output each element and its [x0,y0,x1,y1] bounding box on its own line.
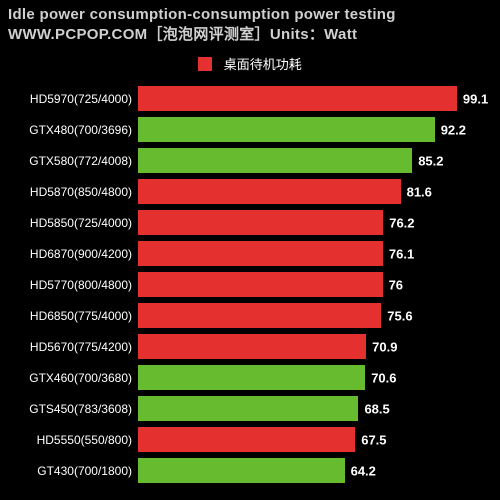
bar-area: 75.6 [138,300,492,331]
bar-area: 76.1 [138,238,492,269]
bar-label: HD5770(800/4800) [8,278,138,292]
bar-label: HD5550(550/800) [8,433,138,447]
bar-area: 68.5 [138,393,492,424]
bar-row: HD5970(725/4000)99.1 [8,83,492,114]
bar-value: 67.5 [355,432,386,447]
bar-area: 76.2 [138,207,492,238]
chart-header: Idle power consumption-consumption power… [0,0,500,46]
bar-row: HD5670(775/4200)70.9 [8,331,492,362]
bar-value: 92.2 [435,122,466,137]
bar-row: GTX580(772/4008)85.2 [8,145,492,176]
bar-label: HD5970(725/4000) [8,92,138,106]
bar-label: GTX580(772/4008) [8,154,138,168]
bar-row: HD6870(900/4200)76.1 [8,238,492,269]
bar-value: 70.9 [366,339,397,354]
bar-area: 76 [138,269,492,300]
bar: 76.1 [138,241,383,266]
bar-area: 67.5 [138,424,492,455]
bar-chart: HD5970(725/4000)99.1GTX480(700/3696)92.2… [0,83,500,486]
bar: 76 [138,272,383,297]
chart-title: Idle power consumption-consumption power… [8,6,492,23]
chart-legend: 桌面待机功耗 [0,54,500,73]
bar-value: 76 [383,277,403,292]
bar-label: HD6850(775/4000) [8,309,138,323]
bar-label: HD5870(850/4800) [8,185,138,199]
legend-label: 桌面待机功耗 [224,57,302,72]
bar-label: HD6870(900/4200) [8,247,138,261]
bar-value: 64.2 [345,463,376,478]
bar-value: 70.6 [365,370,396,385]
bar-label: HD5850(725/4000) [8,216,138,230]
bar: 64.2 [138,458,345,483]
bar: 70.9 [138,334,366,359]
bar: 70.6 [138,365,365,390]
bar-area: 92.2 [138,114,492,145]
chart-subtitle: WWW.PCPOP.COM［泡泡网评测室］Units：Watt [8,23,492,44]
bar-value: 85.2 [412,153,443,168]
bar-row: HD5850(725/4000)76.2 [8,207,492,238]
bar-value: 75.6 [381,308,412,323]
bar-area: 99.1 [138,83,492,114]
bar: 75.6 [138,303,381,328]
bar-area: 64.2 [138,455,492,486]
bar-row: GTX480(700/3696)92.2 [8,114,492,145]
bar-area: 70.6 [138,362,492,393]
bar-label: GTX480(700/3696) [8,123,138,137]
bar-value: 68.5 [358,401,389,416]
bar-row: HD5550(550/800)67.5 [8,424,492,455]
bar: 85.2 [138,148,412,173]
bar-row: GTX460(700/3680)70.6 [8,362,492,393]
bar-value: 76.1 [383,246,414,261]
bar: 92.2 [138,117,435,142]
bar-label: HD5670(775/4200) [8,340,138,354]
bar: 76.2 [138,210,383,235]
bar: 67.5 [138,427,355,452]
bar-row: GTS450(783/3608)68.5 [8,393,492,424]
bar-row: HD5870(850/4800)81.6 [8,176,492,207]
bar-label: GTS450(783/3608) [8,402,138,416]
bar: 68.5 [138,396,358,421]
bar-area: 85.2 [138,145,492,176]
bar-row: HD6850(775/4000)75.6 [8,300,492,331]
bar-value: 76.2 [383,215,414,230]
bar-area: 70.9 [138,331,492,362]
bar: 81.6 [138,179,401,204]
bar-label: GTX460(700/3680) [8,371,138,385]
bar-row: HD5770(800/4800)76 [8,269,492,300]
bar-value: 81.6 [401,184,432,199]
bar-label: GT430(700/1800) [8,464,138,478]
bar-row: GT430(700/1800)64.2 [8,455,492,486]
bar-value: 99.1 [457,91,488,106]
bar: 99.1 [138,86,457,111]
legend-swatch [198,57,212,71]
bar-area: 81.6 [138,176,492,207]
